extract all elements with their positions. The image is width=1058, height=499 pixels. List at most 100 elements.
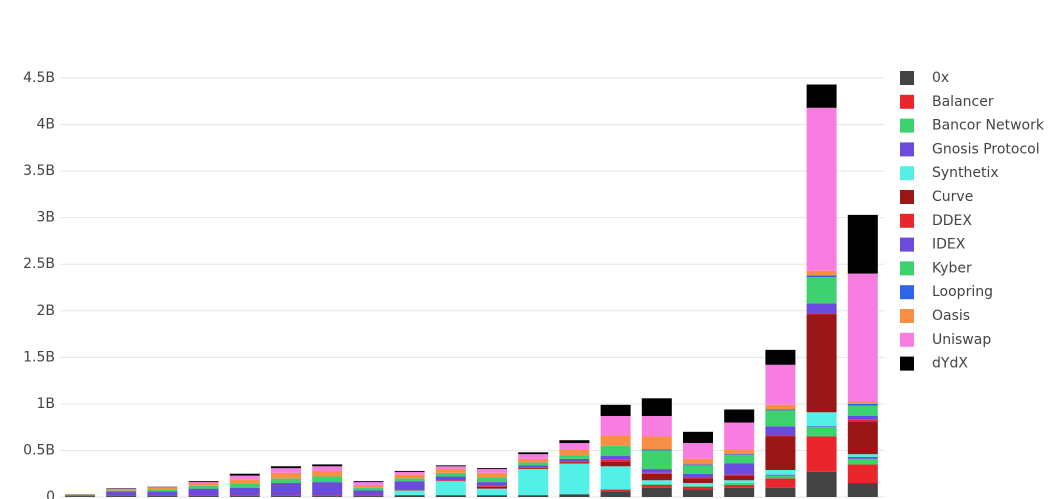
bar-segment [229, 479, 260, 484]
bar-segment [518, 465, 549, 468]
bar-segment [518, 468, 549, 470]
bar-segment [353, 496, 384, 497]
bar-segment [683, 478, 713, 484]
bar-segment [765, 487, 796, 497]
legend-label: Balancer [932, 94, 994, 110]
bar-segment [477, 469, 507, 473]
bar-segment [724, 409, 755, 423]
bar-segment [847, 214, 878, 274]
bar-segment [188, 482, 219, 484]
bar-segment [641, 469, 672, 473]
bar-segment [435, 481, 466, 496]
bar-segment [106, 491, 137, 496]
bar-segment [724, 484, 755, 488]
bar-segment [806, 275, 837, 278]
legend-label: Gnosis Protocol [932, 141, 1040, 157]
bar-segment [188, 495, 219, 497]
legend-swatch [900, 356, 914, 371]
bar-segment [765, 475, 796, 479]
bar-segment [312, 476, 343, 483]
bar-segment [65, 496, 95, 497]
bar-segment [806, 436, 837, 472]
legend-swatch [900, 118, 914, 133]
bar-segment [847, 421, 878, 455]
bar-segment [229, 487, 260, 496]
bar-segment [312, 464, 343, 467]
bar-segment [600, 415, 631, 436]
bar-segment [477, 495, 507, 497]
legend-label: Kyber [932, 260, 972, 276]
bar-segment [271, 496, 301, 497]
bar-segment [518, 458, 549, 463]
bar-segment [477, 488, 507, 496]
bar-segment [806, 303, 837, 314]
bar-segment [806, 314, 837, 413]
bar-segment [806, 270, 837, 276]
bar-segment [394, 490, 425, 496]
bar-segment [559, 461, 590, 463]
bar-segment [600, 435, 631, 446]
bar-segment [724, 483, 755, 485]
bar-segment [271, 483, 301, 496]
bar-segment [518, 452, 549, 455]
bar-segment [641, 436, 672, 450]
y-tick-label: 3B [36, 210, 55, 226]
bar-segment [765, 474, 796, 476]
y-tick-label: 2B [36, 303, 55, 319]
legend-label: DDEX [932, 213, 972, 229]
bar-segment [641, 473, 672, 481]
bar-segment [394, 478, 425, 482]
bar-segment [847, 464, 878, 484]
bar-segment [683, 464, 713, 466]
bar-segment [806, 313, 837, 315]
bar-segment [683, 489, 713, 497]
bar-segment [847, 483, 878, 497]
legend-swatch [900, 237, 914, 252]
bar-segment [477, 485, 507, 487]
bar-segment [600, 491, 631, 497]
bar-segment [394, 481, 425, 490]
legend-swatch [900, 213, 914, 228]
bar-segment [847, 419, 878, 422]
bar-segment [106, 490, 137, 492]
bar-segment [394, 471, 425, 475]
bar-segment [641, 483, 672, 485]
bar-segment [394, 474, 425, 479]
legend-label: Oasis [932, 308, 970, 324]
bar-segment [765, 478, 796, 488]
bar-segment [806, 84, 837, 108]
bar-segment [683, 458, 713, 465]
legend-label: Curve [932, 189, 973, 205]
bar-segment [271, 495, 301, 497]
bar-segment [765, 410, 796, 427]
bar-segment [353, 495, 384, 497]
legend-label: Uniswap [932, 332, 991, 348]
bar-segment [147, 489, 178, 492]
bar-segment [683, 473, 713, 478]
bar-segment [477, 472, 507, 478]
y-tick-label: 4.5B [23, 70, 55, 86]
bar-segment [435, 466, 466, 470]
bar-segment [312, 496, 343, 497]
bar-segment [518, 462, 549, 466]
legend-swatch [900, 94, 914, 109]
bar-segment [147, 495, 178, 497]
bar-segment [765, 469, 796, 475]
bar-segment [353, 484, 384, 488]
y-tick-label: 0 [46, 489, 55, 499]
bar-segment [106, 496, 137, 497]
y-tick-label: 0.5B [23, 442, 55, 458]
bar-segment [353, 482, 384, 485]
bar-segment [641, 450, 672, 470]
bar-segment [229, 473, 260, 476]
bar-segment [806, 107, 837, 271]
legend-label: dYdX [932, 356, 968, 372]
bar-segment [847, 456, 878, 459]
legend-swatch [900, 142, 914, 157]
bar-segment [806, 412, 837, 427]
bar-segment [229, 496, 260, 497]
legend-label: Synthetix [932, 165, 999, 181]
bar-segment [765, 349, 796, 365]
bar-segment [518, 454, 549, 459]
bar-segment [353, 487, 384, 491]
